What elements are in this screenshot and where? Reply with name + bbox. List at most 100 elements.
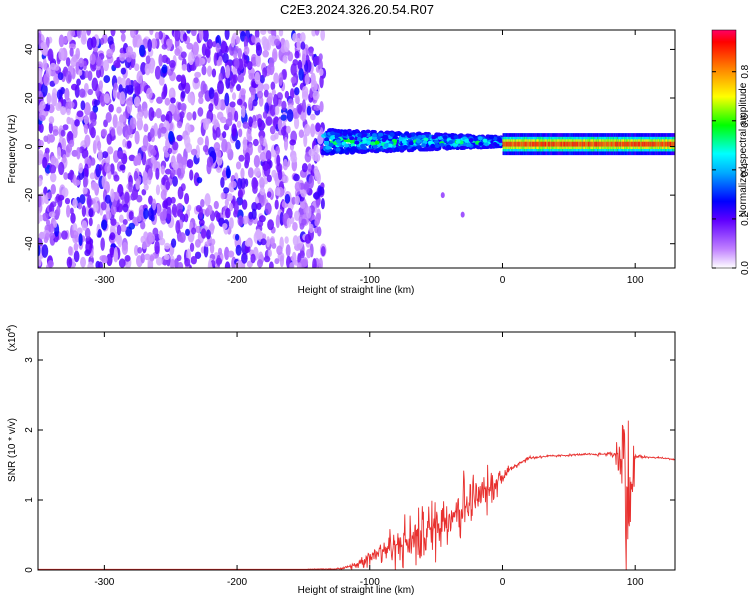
noise-blob (73, 242, 79, 252)
noise-blob (92, 105, 99, 113)
spectrogram-frame (37, 29, 676, 269)
noise-blob (308, 174, 315, 189)
snr-y-axis: 0 1 2 3 (24, 357, 675, 573)
noise-blob (247, 60, 253, 71)
band-blob (335, 128, 341, 133)
noise-blob (56, 205, 61, 217)
noise-blob (69, 47, 74, 57)
noise-blob (192, 111, 197, 121)
band-blob (415, 145, 421, 150)
noise-blob (282, 158, 289, 171)
noise-blob (71, 230, 79, 239)
band-blob (408, 141, 414, 146)
noise-blob (198, 30, 204, 41)
noise-blob (187, 92, 195, 104)
noise-blob (237, 178, 243, 190)
noise-blob (56, 146, 62, 160)
noise-blob (168, 130, 174, 142)
noise-blob (136, 215, 142, 223)
noise-blob (168, 88, 174, 96)
noise-blob (56, 89, 63, 100)
noise-blob (61, 187, 69, 198)
noise-blob (158, 53, 163, 67)
noise-blob (83, 115, 90, 125)
noise-blob (177, 208, 184, 218)
noise-blob (224, 198, 229, 207)
noise-blob (84, 227, 91, 239)
noise-blob (237, 73, 245, 83)
noise-blob (286, 217, 292, 228)
noise-blob (312, 258, 317, 268)
noise-blob (53, 220, 58, 228)
noise-blob (38, 104, 44, 113)
noise-blob (140, 145, 148, 152)
noise-blob (194, 251, 202, 259)
noise-blob (161, 176, 166, 186)
noise-blob (128, 222, 136, 230)
band-blob (324, 137, 330, 142)
noise-blob (126, 84, 134, 96)
noise-blob (100, 37, 105, 45)
noise-blob (222, 52, 229, 64)
noise-blob (180, 74, 186, 85)
noise-blob (49, 172, 57, 183)
noise-blob (224, 261, 231, 268)
noise-blob (61, 137, 67, 151)
noise-blob (308, 223, 314, 234)
noise-blob (223, 187, 230, 194)
band-blob (324, 141, 330, 146)
noise-blob (104, 194, 112, 204)
noise-blob (300, 202, 306, 209)
noise-blob (294, 95, 300, 105)
noise-blob (314, 30, 320, 36)
noise-blob (47, 191, 53, 199)
noise-blob (247, 143, 253, 156)
noise-blob (195, 144, 200, 159)
noise-blob (143, 123, 149, 133)
noise-blob (43, 236, 49, 244)
noise-blob (160, 165, 165, 175)
noise-blob (38, 194, 42, 208)
noise-blob (64, 197, 71, 205)
snr-x-axis: -300 -200 -100 0 100 (94, 332, 644, 588)
band-blob (325, 145, 331, 150)
noise-blob (306, 248, 312, 259)
noise-blob (100, 128, 108, 137)
noise-blob (168, 59, 176, 68)
noise-blob (289, 139, 297, 146)
noise-blob (283, 39, 290, 53)
noise-blob (294, 181, 301, 192)
noise-blob (121, 242, 129, 255)
noise-blob (299, 250, 305, 259)
noise-blob (246, 260, 253, 268)
noise-blob (273, 38, 280, 46)
noise-blob (259, 187, 266, 196)
noise-blob (161, 64, 168, 74)
snr-scale-exp: 4 (6, 328, 13, 332)
x-tick-label: 100 (627, 577, 644, 588)
noise-blob (236, 84, 241, 92)
colorbar-tick-label: 0.0 (740, 261, 750, 275)
noise-blob (294, 87, 300, 96)
noise-blob (93, 201, 99, 213)
noise-blob (299, 32, 306, 43)
y-tick-label: 3 (24, 357, 35, 363)
noise-blob (200, 199, 205, 208)
noise-blob (213, 200, 219, 210)
noise-blob (122, 203, 129, 213)
noise-blob (248, 211, 254, 220)
noise-blob (231, 123, 237, 137)
noise-blob (207, 260, 213, 268)
noise-blob (211, 68, 217, 78)
noise-blob (285, 125, 291, 134)
noise-blob (224, 92, 230, 107)
spectrogram-ylabel: Frequency (Hz) (7, 115, 18, 184)
band-blob (464, 138, 470, 143)
noise-blob (251, 34, 256, 43)
noise-blob (190, 148, 198, 156)
noise-blob (161, 91, 166, 100)
noise-blob (110, 218, 117, 226)
colorbar-gradient (711, 29, 737, 269)
noise-blob (180, 51, 187, 59)
snr-frame (37, 331, 676, 571)
